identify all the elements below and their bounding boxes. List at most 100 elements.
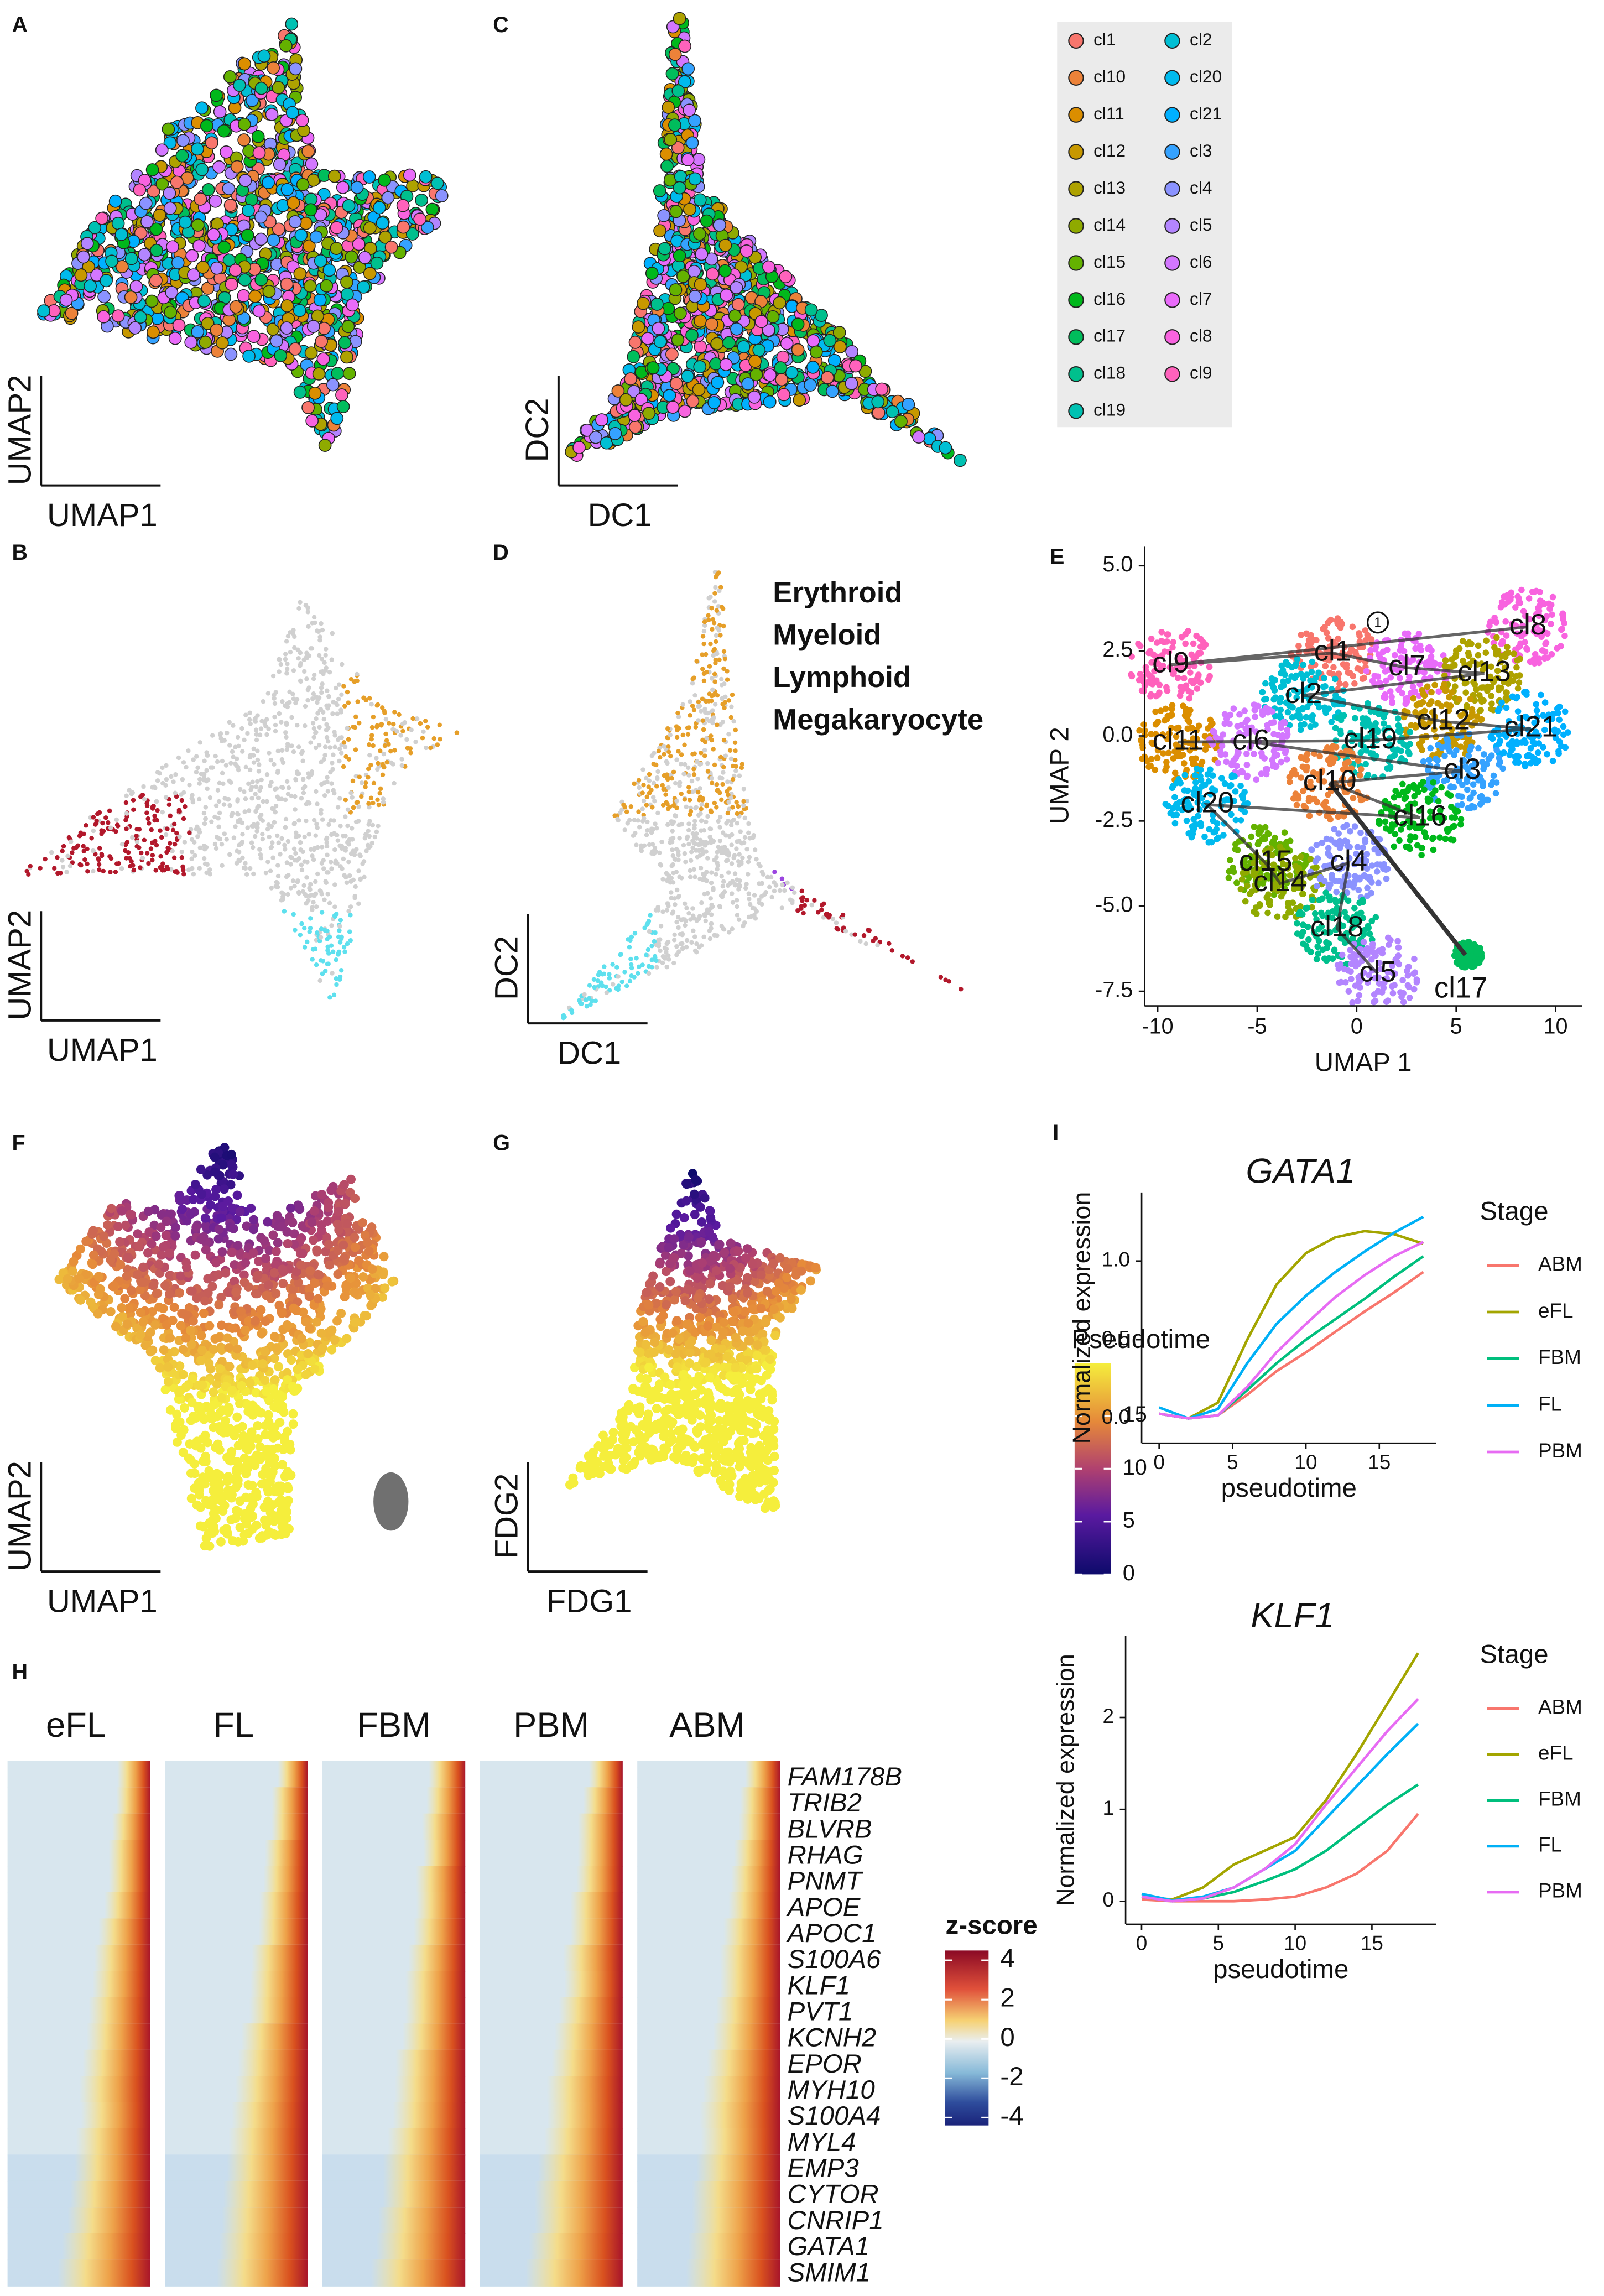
cell-point bbox=[681, 369, 694, 383]
cell-point bbox=[672, 896, 677, 901]
cell-point bbox=[367, 742, 372, 747]
cell-point bbox=[273, 158, 287, 171]
cell-point bbox=[653, 821, 658, 826]
cell-point bbox=[912, 430, 925, 444]
cell-point bbox=[216, 799, 222, 804]
cell-point bbox=[129, 280, 143, 293]
cell-point bbox=[108, 194, 122, 208]
cell-point bbox=[830, 916, 836, 921]
cell-point bbox=[327, 670, 332, 675]
cell-point bbox=[192, 853, 197, 858]
cell-point bbox=[668, 732, 673, 738]
cell-point bbox=[670, 862, 675, 867]
cell-point bbox=[275, 748, 280, 754]
cell-point bbox=[222, 831, 227, 836]
cell-point bbox=[134, 310, 147, 324]
cell-point bbox=[710, 627, 715, 632]
cell-point bbox=[873, 936, 878, 941]
cell-point bbox=[314, 962, 319, 967]
cell-point bbox=[259, 777, 264, 783]
cell-point bbox=[249, 840, 254, 845]
cell-point bbox=[203, 816, 209, 821]
cell-point bbox=[298, 660, 303, 666]
cell-point bbox=[1158, 628, 1165, 636]
cell-point bbox=[804, 378, 817, 392]
cell-point bbox=[263, 723, 268, 729]
cell-point bbox=[288, 342, 302, 356]
cell-point bbox=[1186, 695, 1193, 702]
cell-point bbox=[670, 911, 675, 916]
cell-point bbox=[712, 647, 717, 652]
cell-point bbox=[337, 758, 342, 764]
cell-point bbox=[97, 290, 111, 304]
cell-point bbox=[1206, 663, 1213, 670]
cell-point bbox=[699, 818, 704, 824]
cell-point bbox=[627, 818, 632, 823]
cell-point bbox=[295, 771, 300, 777]
cell-point bbox=[733, 757, 738, 763]
cell-point bbox=[300, 758, 305, 763]
cell-point bbox=[673, 12, 686, 25]
legend-swatch bbox=[1068, 218, 1084, 234]
cell-point bbox=[91, 815, 96, 820]
cell-point bbox=[296, 856, 301, 861]
cell-point bbox=[710, 693, 716, 698]
cell-point bbox=[369, 737, 374, 742]
cell-point bbox=[266, 322, 280, 336]
legend-label: cl9 bbox=[1190, 363, 1212, 383]
cell-point bbox=[316, 352, 330, 366]
cell-point bbox=[730, 692, 735, 697]
cell-point bbox=[692, 693, 697, 698]
cell-point bbox=[279, 898, 284, 903]
cell-point bbox=[82, 857, 87, 862]
cell-point bbox=[1451, 662, 1458, 668]
cell-point bbox=[699, 709, 704, 714]
cell-point bbox=[319, 861, 325, 866]
cell-point bbox=[304, 875, 309, 880]
cell-point bbox=[669, 283, 683, 296]
cell-point bbox=[304, 818, 309, 824]
cell-point bbox=[621, 802, 626, 808]
cell-point bbox=[1308, 632, 1314, 639]
cell-point bbox=[162, 122, 175, 136]
cell-point bbox=[592, 985, 597, 990]
cell-point bbox=[664, 941, 669, 946]
cell-point bbox=[671, 333, 685, 347]
cell-point bbox=[665, 806, 671, 811]
cell-point bbox=[1426, 644, 1433, 651]
cell-point bbox=[812, 898, 817, 903]
cell-point bbox=[358, 876, 363, 881]
cell-point bbox=[752, 847, 758, 852]
cell-point bbox=[1488, 693, 1494, 700]
cell-point bbox=[425, 202, 439, 216]
cell-point bbox=[721, 649, 727, 654]
cell-point bbox=[704, 819, 709, 825]
cell-point bbox=[366, 829, 371, 834]
legend-swatch bbox=[1164, 70, 1180, 86]
cell-point bbox=[709, 737, 715, 743]
cell-point bbox=[374, 725, 379, 730]
cell-point bbox=[674, 306, 687, 320]
cell-point bbox=[674, 887, 680, 893]
cell-point bbox=[212, 841, 218, 847]
cell-point bbox=[742, 920, 747, 925]
cell-point bbox=[1145, 649, 1152, 657]
cell-point bbox=[779, 905, 785, 910]
cell-point bbox=[186, 748, 191, 753]
cell-point bbox=[335, 861, 340, 866]
cell-point bbox=[959, 987, 964, 992]
cell-point bbox=[295, 113, 309, 127]
cell-point bbox=[170, 827, 176, 832]
cell-point bbox=[706, 617, 711, 623]
cell-point bbox=[225, 278, 238, 291]
cell-point bbox=[227, 743, 232, 748]
cell-point bbox=[674, 798, 679, 804]
legend-swatch bbox=[1164, 144, 1180, 160]
cell-point bbox=[767, 884, 772, 889]
cell-point bbox=[306, 775, 311, 780]
cell-point bbox=[702, 753, 707, 758]
cell-point bbox=[1489, 735, 1496, 742]
cell-point bbox=[843, 929, 848, 934]
cell-point bbox=[910, 959, 915, 964]
cell-point bbox=[166, 802, 172, 808]
